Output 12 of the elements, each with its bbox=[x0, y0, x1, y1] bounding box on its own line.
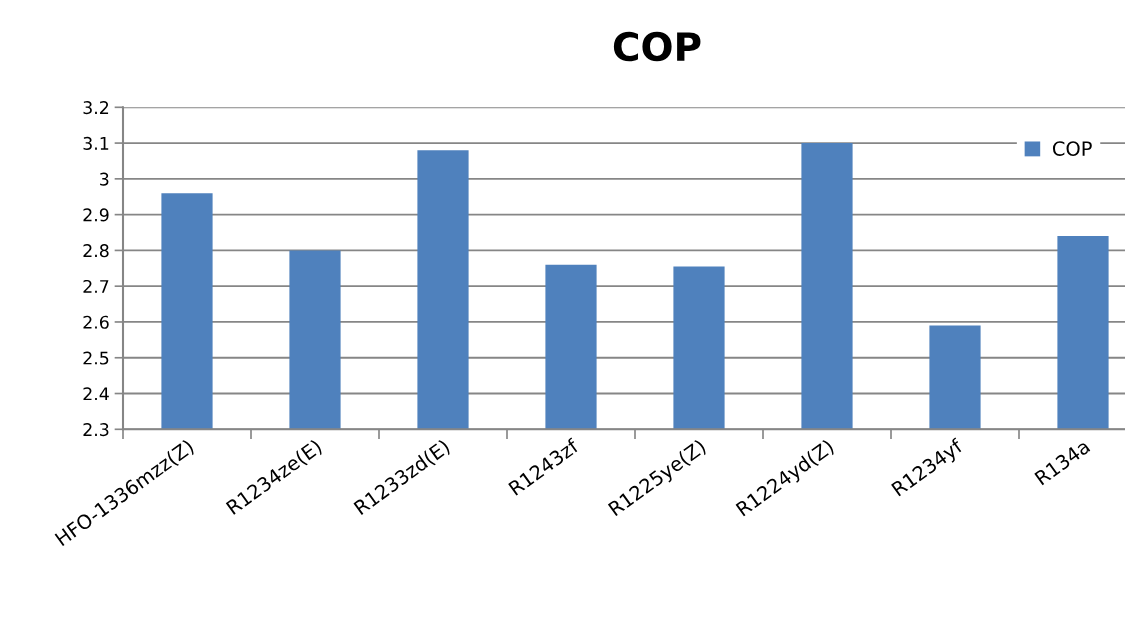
y-tick-label: 2.9 bbox=[83, 208, 109, 222]
y-tick-label: 3.1 bbox=[83, 136, 109, 150]
y-tick-label: 3 bbox=[100, 172, 109, 186]
y-tick-label: 2.3 bbox=[83, 423, 109, 437]
y-tick-label: 2.4 bbox=[83, 387, 109, 401]
y-tick-label: 2.7 bbox=[83, 279, 109, 293]
chart-title: COP bbox=[613, 31, 701, 62]
y-tick-label: 3.2 bbox=[83, 101, 109, 115]
y-tick-label: 2.5 bbox=[83, 351, 109, 365]
legend-label: COP bbox=[1052, 141, 1092, 156]
y-tick-label: 2.8 bbox=[83, 244, 109, 258]
y-tick-label: 2.6 bbox=[83, 315, 109, 329]
